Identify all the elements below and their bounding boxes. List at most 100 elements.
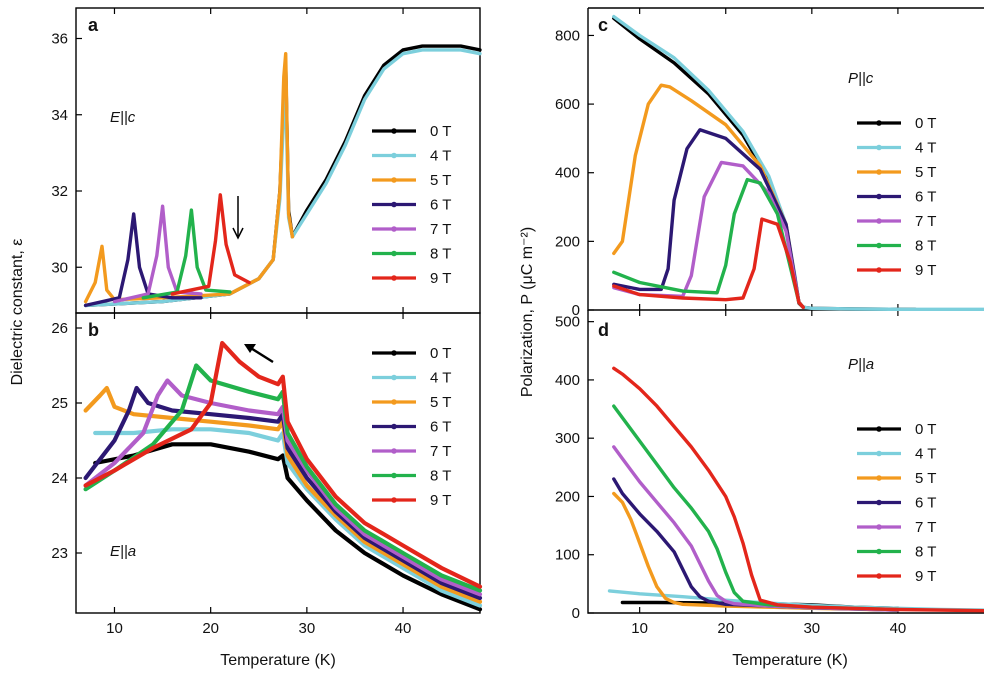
up-left-arrow-icon <box>244 343 274 364</box>
panel-a-legend-label: 9 T <box>430 270 451 287</box>
panel-d-xtick-label: 20 <box>717 620 734 637</box>
panel-b-ytick-label: 24 <box>51 470 68 487</box>
panel-a-legend-label: 8 T <box>430 246 451 263</box>
panel-c-legend-marker <box>876 193 882 200</box>
panel-d-legend-label: 8 T <box>915 544 936 561</box>
panel-c-legend-marker <box>876 169 882 175</box>
panel-b-legend-label: 0 T <box>430 345 451 362</box>
panel-c-legend-label: 5 T <box>915 164 936 181</box>
panel-a-ytick-label: 30 <box>51 259 68 276</box>
panel-b-series-9t <box>83 340 483 589</box>
panel-a-legend-label: 5 T <box>430 172 451 189</box>
panel-b-legend-label: 9 T <box>430 492 451 509</box>
panel-a-legend-marker <box>391 275 397 281</box>
panel-d-legend-marker <box>876 426 882 432</box>
panel-c-legend-label: 0 T <box>915 115 936 132</box>
panel-a-ytick-label: 36 <box>51 31 68 48</box>
panel-a-series-9t <box>170 193 251 296</box>
panel-b-legend-label: 4 T <box>430 370 451 387</box>
panel-d-legend-marker <box>876 499 882 506</box>
panel-d-legend-label: 9 T <box>915 568 936 585</box>
panel-d-legend-marker <box>876 524 882 530</box>
panel-d-legend-label: 7 T <box>915 519 936 536</box>
panel-b-ytick-label: 23 <box>51 545 68 562</box>
panel-c-legend-label: 4 T <box>915 140 936 157</box>
panel-b-series-6t <box>83 385 483 601</box>
x-axis-label-right: Temperature (K) <box>732 652 848 669</box>
panel-b-legend-label: 8 T <box>430 468 451 485</box>
panel-a-legend-marker <box>391 201 397 208</box>
panel-a-legend-label: 0 T <box>430 123 451 140</box>
panel-a-annotation: E||c <box>110 109 136 126</box>
panel-b-legend-marker <box>391 350 397 356</box>
panel-d-legend-label: 6 T <box>915 495 936 512</box>
panel-b-series-0t <box>93 442 483 612</box>
panel-a-axes <box>75 7 481 314</box>
panel-b-series-8t <box>83 363 483 593</box>
panel-c-series-7t <box>612 160 805 309</box>
panel-c-label: c <box>598 15 608 35</box>
panel-c-legend-label: 9 T <box>915 262 936 279</box>
panel-b-xtick-label: 20 <box>202 620 219 637</box>
panel-d-legend-label: 4 T <box>915 446 936 463</box>
panel-d-legend-marker <box>876 450 882 457</box>
panel-c-legend-marker <box>876 267 882 273</box>
panel-d-legend-marker <box>876 548 882 555</box>
panel-c-legend-marker <box>876 144 882 151</box>
panel-c-series-6t <box>612 128 805 309</box>
y-axis-label-polarization: Polarization, P (μC m⁻²) <box>519 227 536 397</box>
panel-b-xtick-label: 10 <box>106 620 123 637</box>
y-axis-label-dielectric: Dielectric constant, ε <box>9 239 26 386</box>
panel-d-legend-marker <box>876 573 882 579</box>
panel-a-legend-label: 7 T <box>430 221 451 238</box>
panel-c-series-9t <box>612 217 805 309</box>
panel-c-ytick-label: 600 <box>555 96 580 113</box>
panel-d-series-8t <box>612 404 900 612</box>
panel-c-ytick-label: 0 <box>572 302 580 319</box>
x-axis-label-left: Temperature (K) <box>220 652 336 669</box>
panel-d-ytick-label: 0 <box>572 605 580 622</box>
panel-c-legend-marker <box>876 242 882 249</box>
panel-b-ytick-label: 26 <box>51 320 68 337</box>
panel-b-ytick-label: 25 <box>51 395 68 412</box>
panel-d-xtick-label: 30 <box>803 620 820 637</box>
panel-a-legend-marker <box>391 128 397 134</box>
panel-a-ytick-label: 32 <box>51 183 68 200</box>
panel-b-series-5t <box>83 385 483 604</box>
panel-d-annotation: P||a <box>848 356 874 373</box>
panel-c-series-0t <box>612 16 917 311</box>
panel-a-legend-marker <box>391 250 397 257</box>
panel-d-ytick-label: 200 <box>555 488 580 505</box>
panel-b-legend-marker <box>391 472 397 479</box>
panel-d-xtick-label: 10 <box>631 620 648 637</box>
panel-d-series-9t <box>612 366 984 613</box>
panel-d-ytick-label: 300 <box>555 430 580 447</box>
panel-d-ytick-label: 500 <box>555 314 580 331</box>
panel-d-label: d <box>598 320 609 340</box>
panel-b-legend-marker <box>391 423 397 430</box>
panel-a-legend-label: 6 T <box>430 197 451 214</box>
down-arrow-icon <box>232 196 244 240</box>
panel-d-ytick-label: 400 <box>555 372 580 389</box>
panel-b-annotation: E||a <box>110 543 136 560</box>
panel-c-legend-label: 7 T <box>915 213 936 230</box>
panel-b-legend-label: 7 T <box>430 443 451 460</box>
panel-a-series-5t <box>83 52 295 304</box>
panel-c-ytick-label: 800 <box>555 27 580 44</box>
panel-c-legend-label: 6 T <box>915 189 936 206</box>
panel-a-legend-marker <box>391 177 397 183</box>
panel-c-ytick-label: 400 <box>555 165 580 182</box>
panel-c-legend-marker <box>876 218 882 224</box>
panel-c-legend-label: 8 T <box>915 238 936 255</box>
panel-c-ytick-label: 200 <box>555 233 580 250</box>
panel-b-legend-marker <box>391 399 397 405</box>
panel-b-legend-label: 5 T <box>430 394 451 411</box>
panel-b-legend-marker <box>391 448 397 454</box>
panel-d-ytick-label: 100 <box>555 547 580 564</box>
panel-a-series-6t <box>83 212 203 308</box>
panel-b-legend-marker <box>391 374 397 381</box>
panel-b-legend-label: 6 T <box>430 419 451 436</box>
panel-a-legend-marker <box>391 226 397 232</box>
panel-b-axes <box>75 312 481 614</box>
